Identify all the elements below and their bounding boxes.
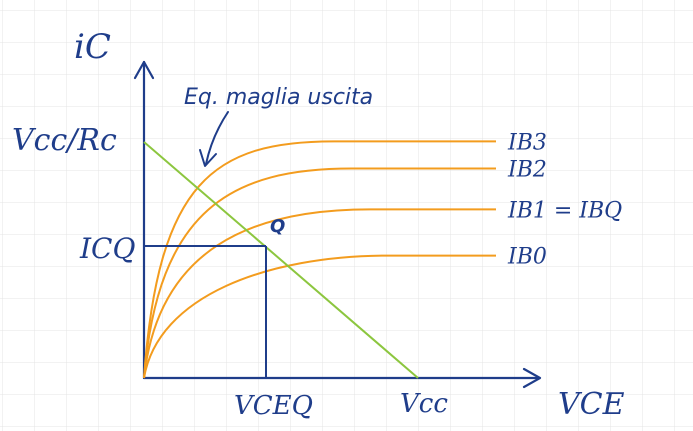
annotation-arrow (205, 111, 229, 165)
y-intercept-label: Vcc/Rc (12, 123, 117, 158)
x-axis-arrow (522, 367, 542, 389)
characteristic-curves (143, 140, 496, 379)
curve-ib1 (143, 208, 496, 379)
curve-label-ib0: IB0 (507, 245, 547, 270)
q-point-label: Q (270, 216, 285, 237)
curve-ib3 (143, 140, 496, 379)
curve-labels: IB3 IB2 IB1 = IBQ IB0 (507, 130, 622, 269)
y-axis-label: iC (74, 27, 111, 67)
load-line (143, 141, 419, 379)
annotation-label: Eq. maglia uscita (184, 85, 373, 110)
x-intercept-label: Vcc (400, 389, 448, 419)
curve-label-ib3: IB3 (507, 130, 547, 155)
curve-ib2 (143, 167, 496, 379)
curve-ib0 (143, 254, 496, 379)
curve-label-ib1: IB1 = IBQ (507, 198, 622, 223)
x-axis-label: VCE (558, 387, 625, 422)
y-axis-arrow (133, 60, 155, 80)
vceq-label: VCEQ (234, 391, 313, 421)
annotation-arrowhead (199, 149, 217, 167)
curve-label-ib2: IB2 (507, 158, 547, 183)
icq-label: ICQ (79, 232, 135, 265)
